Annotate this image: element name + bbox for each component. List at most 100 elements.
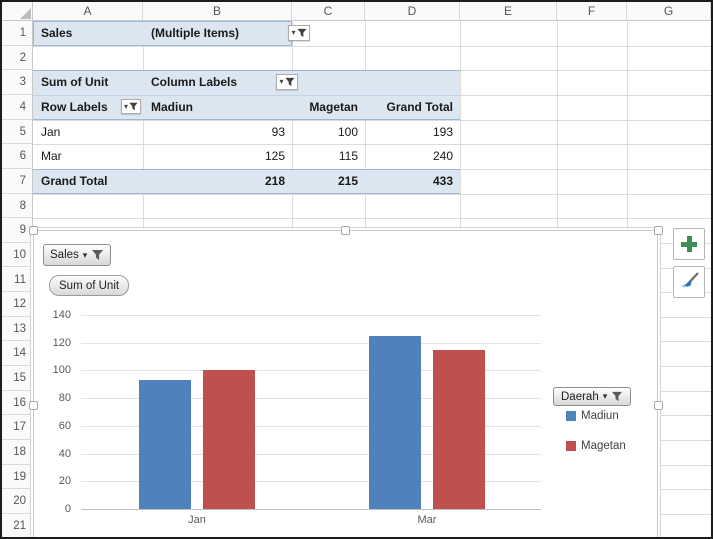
pivot-filter-area [33,21,292,46]
y-axis-tick-label: 60 [58,419,71,432]
row-header-8[interactable]: 8 [2,193,33,219]
chart-report-filter-button[interactable]: Sales ▾ [43,244,112,266]
bar-jan-madiun[interactable] [139,380,191,509]
row-header-21[interactable]: 21 [2,514,33,537]
row-header-17[interactable]: 17 [2,415,33,441]
chart-gridline [81,453,541,455]
cell-d4-col-header-grand-total[interactable]: Grand Total [386,99,453,114]
row-header-11[interactable]: 11 [2,267,33,293]
gridline [33,218,711,220]
cell-a6-row-label[interactable]: Mar [41,149,62,164]
chart-styles-button[interactable] [673,266,705,298]
bar-jan-magetan[interactable] [203,370,255,509]
select-all-triangle-icon [20,8,31,19]
row-header-12[interactable]: 12 [2,292,33,317]
funnel-icon [92,250,104,260]
cell-b7-grand-total[interactable]: 218 [264,173,285,188]
funnel-icon [284,77,295,87]
legend-swatch-madiun [566,411,576,421]
cell-b3-column-labels[interactable]: Column Labels [151,75,238,90]
y-axis-tick-label: 80 [58,392,71,405]
column-header-d[interactable]: D [365,2,460,21]
row-header-13[interactable]: 13 [2,316,33,342]
cell-a5-row-label[interactable]: Jan [41,124,61,139]
column-header-b[interactable]: B [143,2,292,21]
row-header-18[interactable]: 18 [2,440,33,465]
cell-b1-report-filter-value[interactable]: (Multiple Items) [151,26,240,40]
row-header-4[interactable]: 4 [2,94,33,120]
row-header-7[interactable]: 7 [2,168,33,194]
row-header-15[interactable]: 15 [2,366,33,391]
y-axis-tick-label: 20 [58,475,71,488]
chart-value-field-button[interactable]: Sum of Unit [49,275,130,296]
row-header-6[interactable]: 6 [2,144,33,169]
chart-value-field-label: Sum of Unit [59,279,120,292]
chart-resize-handle-middle-right[interactable] [654,401,663,410]
gridline [33,45,711,47]
report-filter-button[interactable]: ▾ [288,25,310,41]
bar-mar-madiun[interactable] [369,335,421,509]
chart-resize-handle-middle-left[interactable] [29,401,38,410]
row-header-2[interactable]: 2 [2,45,33,71]
cell-b4-col-header-madiun[interactable]: Madiun [151,99,193,114]
legend-label-madiun: Madiun [581,410,619,422]
row-header-19[interactable]: 19 [2,464,33,490]
chart-gridline [81,425,541,427]
legend-label-magetan: Magetan [581,440,626,452]
cell-d7-grand-total[interactable]: 433 [432,173,453,188]
chart-resize-handle-top-left[interactable] [29,226,38,235]
funnel-icon [612,391,623,402]
column-header-g[interactable]: G [627,2,711,21]
cell-c4-col-header-magetan[interactable]: Magetan [309,99,358,114]
legend-item-magetan[interactable]: Magetan [566,440,626,452]
bar-mar-magetan[interactable] [433,349,485,509]
plus-icon [681,236,697,252]
cell-d5-value[interactable]: 193 [432,124,453,139]
row-labels-filter-button[interactable]: ▾ [121,99,141,114]
cell-b6-value[interactable]: 125 [264,149,285,164]
cell-c5-value[interactable]: 100 [337,124,358,139]
chart-resize-handle-top-center[interactable] [341,226,350,235]
chart-legend-field-button[interactable]: Daerah ▾ [553,387,632,406]
cell-a1-report-filter-label[interactable]: Sales [41,26,73,40]
chart-gridline [81,398,541,400]
cell-a7-grand-total-label[interactable]: Grand Total [41,173,108,188]
row-header-1[interactable]: 1 [2,21,33,46]
y-axis-tick-label: 100 [52,364,71,377]
x-axis-category-label: Mar [417,514,437,526]
column-header-e[interactable]: E [460,2,557,21]
y-axis-tick-label: 0 [64,503,71,515]
row-header-5[interactable]: 5 [2,119,33,145]
cell-b5-value[interactable]: 93 [271,124,285,139]
dropdown-caret-icon: ▾ [123,101,128,111]
legend-item-madiun[interactable]: Madiun [566,410,619,422]
chart-elements-button[interactable] [673,228,705,260]
pivot-grand-total-area [33,168,460,194]
chart-gridline [81,370,541,372]
chart-legend-field-label: Daerah [561,390,599,403]
row-header-20[interactable]: 20 [2,489,33,514]
cell-c6-value[interactable]: 115 [338,149,358,164]
row-header-14[interactable]: 14 [2,341,33,367]
select-all-corner[interactable] [2,2,33,21]
chart-gridline [81,481,541,483]
y-axis-tick-label: 40 [58,447,71,460]
chart-gridline [81,342,541,344]
dropdown-caret-icon: ▾ [82,249,88,260]
dropdown-caret-icon: ▾ [291,28,296,37]
row-header-3[interactable]: 3 [2,70,33,95]
gridline [33,193,711,195]
column-header-c[interactable]: C [292,2,365,21]
cell-a4-row-labels[interactable]: Row Labels [41,99,108,114]
row-header-10[interactable]: 10 [2,242,33,268]
row-header-16[interactable]: 16 [2,390,33,416]
pivot-chart[interactable]: Sales ▾ Sum of Unit 0 20 40 60 80 100 120 140 Ja… [29,226,663,537]
cell-c7-grand-total[interactable]: 215 [337,173,358,188]
column-header-a[interactable]: A [33,2,143,21]
chart-resize-handle-top-right[interactable] [654,226,663,235]
gridline [33,119,711,121]
column-labels-filter-button[interactable]: ▾ [276,74,298,90]
cell-a3-value-field[interactable]: Sum of Unit [41,75,109,90]
cell-d6-value[interactable]: 240 [432,149,453,164]
column-header-f[interactable]: F [557,2,627,21]
